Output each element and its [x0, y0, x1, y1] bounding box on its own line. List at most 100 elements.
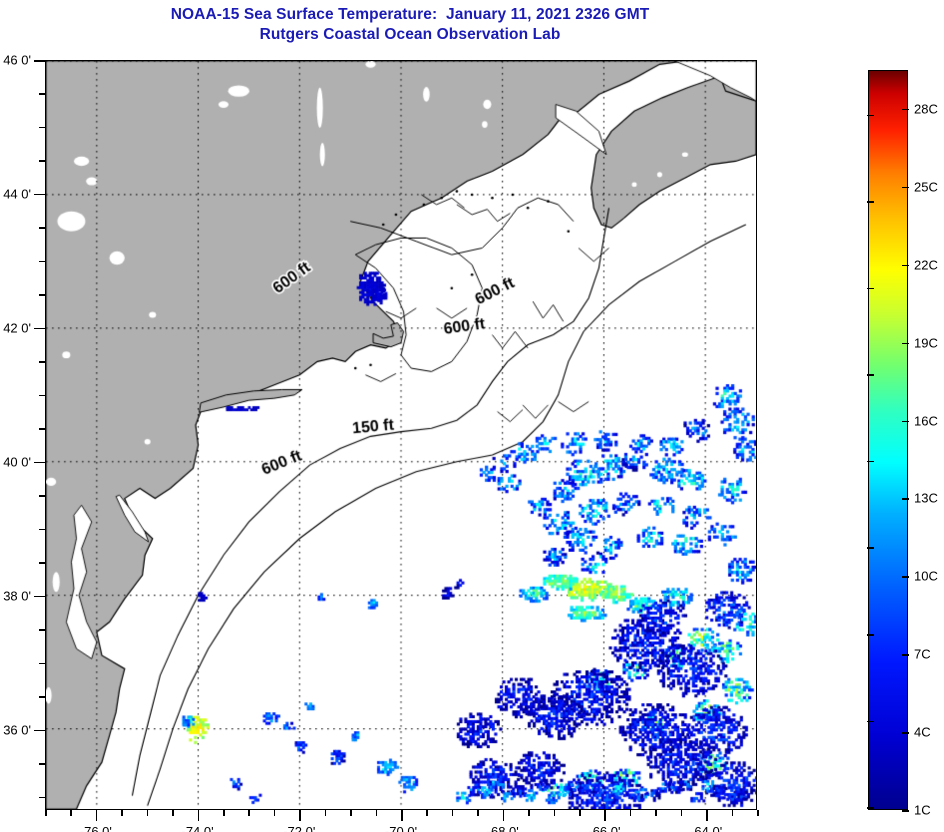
- colorbar-tick-celsius: [902, 420, 909, 423]
- x-axis-minor-tick: [121, 810, 123, 816]
- y-axis-label: 44 0': [3, 186, 31, 202]
- colorbar-tick-celsius: [902, 108, 909, 111]
- colorbar-label-celsius: 13C: [914, 490, 938, 506]
- y-axis-major-tick: [34, 327, 45, 330]
- x-axis-minor-tick: [757, 810, 759, 816]
- colorbar-label-celsius: 16C: [914, 413, 938, 429]
- x-axis-minor-tick: [579, 810, 581, 816]
- colorbar-tick-fahrenheit: [867, 374, 874, 376]
- colorbar-tick-celsius: [902, 342, 909, 345]
- colorbar[interactable]: [868, 70, 908, 810]
- title-line-primary: NOAA-15 Sea Surface Temperature: January…: [170, 6, 650, 23]
- y-axis-minor-tick: [39, 260, 45, 263]
- x-axis-minor-tick: [248, 810, 250, 816]
- colorbar-label-celsius: 22C: [914, 257, 938, 273]
- colorbar-tick-fahrenheit: [867, 547, 874, 549]
- colorbar-label-celsius: 4C: [914, 724, 931, 740]
- x-axis-minor-tick: [273, 810, 276, 816]
- x-axis-major-tick: [95, 810, 98, 821]
- y-axis-minor-tick: [39, 227, 45, 229]
- y-axis-minor-tick: [39, 796, 45, 799]
- x-axis-minor-tick: [172, 810, 174, 816]
- colorbar-tick-fahrenheit: [867, 807, 874, 809]
- x-axis-minor-tick: [655, 810, 657, 816]
- y-axis-minor-tick: [39, 428, 45, 430]
- x-axis-minor-tick: [477, 810, 479, 816]
- x-axis-major-tick: [299, 810, 301, 821]
- colorbar-label-celsius: 25C: [914, 179, 938, 195]
- x-axis-minor-tick: [45, 810, 47, 816]
- y-axis-minor-tick: [39, 126, 45, 129]
- y-axis-minor-tick: [39, 294, 45, 296]
- y-axis-label: 42 0': [3, 320, 31, 336]
- colorbar-tick-celsius: [902, 654, 909, 656]
- x-axis-minor-tick: [451, 810, 454, 816]
- y-axis-minor-tick: [39, 528, 45, 531]
- colorbar-label-celsius: 28C: [914, 101, 938, 117]
- y-axis-minor-tick: [39, 93, 45, 95]
- x-axis-label: -68 0': [486, 824, 519, 832]
- y-axis-minor-tick: [39, 394, 45, 397]
- sst-raster-canvas: [46, 61, 756, 809]
- x-axis-major-tick: [706, 810, 708, 821]
- colorbar-label-celsius: 10C: [914, 568, 938, 584]
- y-axis-minor-tick: [39, 629, 45, 631]
- x-axis-minor-tick: [553, 810, 556, 816]
- x-axis-minor-tick: [324, 810, 327, 816]
- x-axis-minor-tick: [680, 810, 683, 816]
- y-axis-minor-tick: [39, 662, 45, 665]
- x-axis-minor-tick: [528, 810, 530, 816]
- map-plot-area[interactable]: [45, 60, 757, 810]
- x-axis-minor-tick: [426, 810, 428, 816]
- y-axis-label: 36 0': [3, 722, 31, 738]
- y-axis-label: 38 0': [3, 588, 31, 604]
- x-axis-minor-tick: [70, 810, 72, 816]
- colorbar-tick-fahrenheit: [867, 201, 874, 203]
- page-title: NOAA-15 Sea Surface Temperature: January…: [0, 5, 820, 45]
- y-axis-major-tick: [34, 729, 45, 732]
- x-axis-label: -76 0': [79, 824, 112, 832]
- colorbar-tick-celsius: [902, 186, 909, 189]
- colorbar-tick-fahrenheit: [867, 634, 874, 636]
- y-axis-minor-tick: [39, 361, 45, 363]
- colorbar-tick-celsius: [902, 732, 909, 734]
- x-axis-minor-tick: [731, 810, 734, 816]
- y-axis-minor-tick: [39, 696, 45, 698]
- x-axis-minor-tick: [146, 810, 149, 816]
- x-axis-minor-tick: [375, 810, 378, 816]
- y-axis-major-tick: [34, 461, 45, 464]
- colorbar-tick-celsius: [902, 576, 909, 578]
- y-axis-label: 40 0': [3, 454, 31, 470]
- y-axis-minor-tick: [39, 495, 45, 497]
- title-line-secondary: Rutgers Coastal Ocean Observation Lab: [259, 26, 561, 43]
- x-axis-minor-tick: [223, 810, 225, 816]
- y-axis-major-tick: [34, 193, 45, 196]
- colorbar-tick-fahrenheit: [867, 287, 874, 290]
- y-axis-minor-tick: [39, 763, 45, 765]
- y-axis-minor-tick: [39, 160, 45, 162]
- x-axis-label: -74 0': [181, 824, 214, 832]
- x-axis-label: -66 0': [588, 824, 621, 832]
- x-axis-major-tick: [401, 810, 403, 821]
- x-axis-major-tick: [604, 810, 606, 821]
- colorbar-tick-celsius: [902, 498, 909, 500]
- x-axis-minor-tick: [629, 810, 632, 816]
- colorbar-label-celsius: 1C: [914, 802, 931, 818]
- colorbar-tick-celsius: [902, 810, 909, 812]
- y-axis-major-tick: [34, 60, 45, 62]
- colorbar-tick-fahrenheit: [867, 114, 874, 117]
- x-axis-label: -70 0': [384, 824, 418, 832]
- x-axis-major-tick: [197, 810, 200, 821]
- colorbar-label-celsius: 19C: [914, 335, 938, 351]
- x-axis-minor-tick: [350, 810, 352, 816]
- y-axis-major-tick: [34, 595, 45, 598]
- x-axis-major-tick: [502, 810, 505, 821]
- colorbar-tick-fahrenheit: [867, 460, 874, 463]
- colorbar-label-celsius: 7C: [914, 646, 931, 662]
- colorbar-tick-celsius: [902, 264, 909, 267]
- x-axis-label: -64 0': [690, 824, 723, 832]
- y-axis-minor-tick: [39, 562, 45, 564]
- colorbar-gradient: [868, 70, 908, 810]
- colorbar-tick-fahrenheit: [867, 720, 874, 723]
